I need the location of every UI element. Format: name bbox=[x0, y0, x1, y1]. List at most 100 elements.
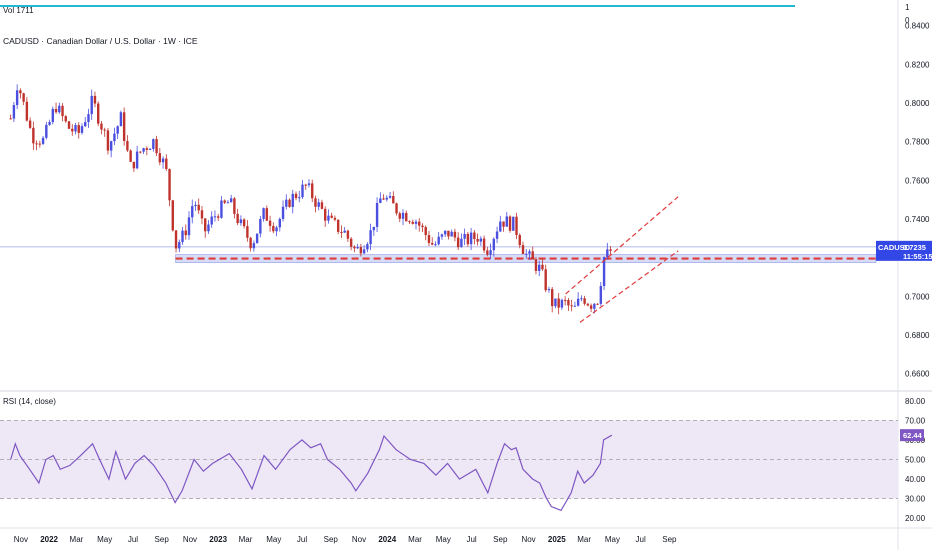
time-axis-label: 2022 bbox=[40, 535, 58, 544]
candle-body bbox=[453, 231, 457, 238]
candle-body bbox=[113, 133, 116, 142]
candle-body bbox=[119, 112, 123, 127]
time-axis-label: Jul bbox=[466, 535, 476, 544]
candle-body bbox=[77, 125, 80, 133]
price-axis-label: 0.7000 bbox=[905, 292, 930, 301]
candle-body bbox=[129, 150, 132, 162]
candle-body bbox=[32, 127, 35, 144]
current-price-value: 0.7235 bbox=[903, 243, 926, 252]
candle-body bbox=[395, 203, 398, 214]
time-axis-label: May bbox=[605, 535, 620, 544]
candle-body bbox=[563, 299, 567, 301]
candle-body bbox=[427, 235, 431, 244]
channel-upper-line bbox=[565, 196, 679, 295]
candle-body bbox=[317, 202, 320, 207]
candle-body bbox=[285, 199, 288, 207]
candle-body bbox=[314, 198, 317, 207]
time-axis-label: Jul bbox=[297, 535, 307, 544]
candle-body bbox=[171, 200, 174, 231]
candle-body bbox=[379, 198, 382, 203]
candle-body bbox=[236, 213, 239, 224]
candle-body bbox=[45, 124, 48, 138]
candle-body bbox=[9, 118, 12, 120]
candle-body bbox=[512, 216, 515, 231]
volume-axis-label-0: 0 bbox=[905, 16, 910, 25]
time-axis-label: Jul bbox=[128, 535, 138, 544]
candle-body bbox=[593, 303, 596, 309]
current-price-box bbox=[876, 240, 932, 261]
candle-body bbox=[80, 126, 84, 133]
candle-body bbox=[431, 243, 434, 245]
candle-body bbox=[414, 221, 418, 224]
candle-body bbox=[499, 221, 502, 232]
candle-body bbox=[54, 108, 58, 113]
time-axis-label: Nov bbox=[352, 535, 366, 544]
candle-body bbox=[246, 226, 249, 238]
time-axis-label: Sep bbox=[324, 535, 339, 544]
candle-body bbox=[255, 233, 259, 244]
candle-body bbox=[191, 206, 194, 218]
candle-body bbox=[22, 93, 25, 102]
candle-body bbox=[265, 208, 269, 221]
candle-body bbox=[450, 231, 453, 237]
candle-body bbox=[375, 202, 379, 227]
candle-body bbox=[550, 289, 554, 307]
candle-body bbox=[463, 233, 466, 239]
candle-body bbox=[288, 199, 291, 207]
candle-body bbox=[84, 122, 87, 127]
candle-body bbox=[74, 125, 77, 132]
time-axis-label: Nov bbox=[14, 535, 28, 544]
candle-body bbox=[48, 122, 51, 125]
candle-body bbox=[28, 120, 32, 128]
candle-body bbox=[38, 143, 42, 145]
candle-body bbox=[233, 198, 236, 214]
candle-body bbox=[298, 197, 301, 199]
candle-body bbox=[502, 221, 505, 227]
time-axis-label: Mar bbox=[577, 535, 591, 544]
candle-body bbox=[165, 158, 168, 170]
candle-body bbox=[401, 212, 405, 219]
candle-body bbox=[87, 114, 90, 123]
rsi-axis-label: 40.00 bbox=[905, 475, 926, 484]
candle-body bbox=[541, 264, 544, 270]
candle-body bbox=[139, 151, 142, 153]
price-axis-label: 0.8400 bbox=[905, 22, 930, 31]
candle-body bbox=[126, 141, 129, 151]
price-axis-label: 0.7800 bbox=[905, 138, 930, 147]
candle-body bbox=[116, 126, 119, 134]
candle-body bbox=[155, 139, 158, 154]
candle-body bbox=[418, 221, 421, 226]
candle-body bbox=[560, 299, 564, 308]
candle-body bbox=[518, 235, 521, 246]
candle-body bbox=[220, 200, 223, 218]
rsi-value: 62.44 bbox=[903, 431, 923, 440]
candle-body bbox=[197, 204, 200, 211]
candle-body bbox=[521, 245, 525, 255]
candle-body bbox=[369, 230, 372, 245]
candle-body bbox=[609, 249, 612, 251]
time-axis-label: May bbox=[266, 535, 281, 544]
candle-body bbox=[531, 251, 534, 260]
candle-body bbox=[330, 215, 333, 218]
candle-body bbox=[301, 184, 304, 198]
candle-body bbox=[135, 151, 139, 169]
candle-body bbox=[476, 239, 479, 242]
candle-body bbox=[93, 95, 97, 104]
time-axis-label: Mar bbox=[70, 535, 84, 544]
candle-body bbox=[67, 121, 71, 129]
candle-body bbox=[505, 216, 508, 227]
candle-body bbox=[262, 208, 265, 219]
ascending-channel bbox=[565, 196, 679, 323]
candle-body bbox=[583, 298, 586, 304]
candle-body bbox=[538, 264, 541, 271]
time-axis-label: Nov bbox=[183, 535, 197, 544]
candle-body bbox=[479, 238, 483, 242]
candle-body bbox=[362, 249, 366, 254]
candle-body bbox=[249, 237, 252, 249]
candle-body bbox=[207, 224, 210, 232]
candle-body bbox=[408, 221, 411, 223]
candle-body bbox=[291, 193, 294, 207]
candle-body bbox=[106, 130, 110, 151]
candle-body bbox=[515, 216, 518, 236]
